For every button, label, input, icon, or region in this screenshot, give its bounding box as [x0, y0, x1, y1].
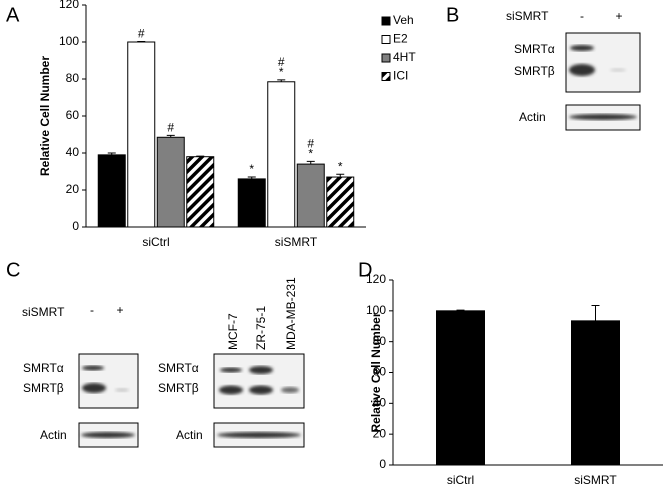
annotation: * — [249, 162, 254, 176]
y-tick-label: 0 — [72, 219, 79, 233]
y-tick-label: 60 — [373, 365, 387, 379]
legend-label: Veh — [393, 13, 414, 27]
blot — [565, 32, 641, 93]
y-tick-label: 80 — [373, 334, 387, 348]
band-label: SMRTα — [23, 361, 64, 375]
lane-label: ZR-75-1 — [254, 306, 268, 350]
y-axis-label: Relative Cell Number — [369, 312, 383, 432]
blot-b: siSMRT - + SMRTα SMRTβ Actin — [506, 9, 641, 131]
lane-label: MDA-MB-231 — [284, 277, 298, 350]
bar — [237, 178, 266, 228]
annotation: # — [167, 121, 174, 135]
legend-label: 4HT — [393, 50, 416, 64]
band — [570, 45, 594, 51]
bar — [127, 41, 156, 228]
legend-swatch — [381, 72, 391, 81]
bar — [156, 136, 185, 228]
band — [249, 385, 273, 395]
error-bar — [196, 155, 205, 157]
x-tick-label: siCtrl — [447, 473, 474, 486]
blot-c-left: siSMRT - + SMRTα SMRTβ Actin — [22, 303, 139, 448]
panel-label: C — [6, 259, 20, 281]
blot — [213, 353, 305, 409]
y-tick-label: 100 — [366, 303, 386, 317]
band — [82, 383, 106, 393]
treatment-label: siSMRT — [22, 305, 65, 319]
lane-label: - — [90, 303, 94, 317]
lane-label: - — [580, 9, 584, 23]
error-bar — [166, 134, 175, 138]
loading-label: Actin — [176, 428, 203, 442]
band-label: SMRTα — [158, 361, 199, 375]
error-bar — [277, 79, 286, 82]
lane-label: MCF-7 — [226, 313, 240, 350]
annotation: * — [308, 146, 313, 160]
band — [220, 367, 242, 373]
blot-c-right: MCF-7 ZR-75-1 MDA-MB-231 SMRTα SMRTβ Act… — [158, 277, 305, 448]
y-tick-label: 120 — [59, 0, 79, 11]
band — [217, 432, 301, 438]
bar — [267, 81, 296, 228]
annotation: # — [307, 136, 314, 150]
panel-label: A — [6, 4, 20, 26]
y-tick-label: 20 — [66, 182, 80, 196]
lane-label: + — [116, 303, 123, 317]
band-label: SMRTβ — [23, 381, 64, 395]
bar — [186, 156, 215, 228]
y-tick-label: 60 — [66, 108, 80, 122]
x-tick-label: siSMRT — [574, 473, 617, 486]
x-tick-label: siSMRT — [275, 235, 318, 249]
band — [281, 387, 299, 393]
error-bar — [456, 309, 465, 311]
annotation: # — [138, 27, 145, 41]
band — [81, 432, 135, 438]
panel-label: B — [446, 4, 459, 26]
error-bar — [137, 40, 146, 42]
y-tick-label: 80 — [66, 71, 80, 85]
legend-swatch — [381, 35, 391, 44]
treatment-label: siSMRT — [506, 9, 549, 23]
error-bar — [591, 304, 600, 321]
lane-label: + — [615, 9, 622, 23]
band — [610, 68, 626, 72]
bar — [97, 154, 126, 228]
y-tick-label: 40 — [373, 396, 387, 410]
band-label: SMRTα — [514, 42, 555, 56]
loading-label: Actin — [519, 110, 546, 124]
y-tick-label: 40 — [66, 145, 80, 159]
annotation: * — [338, 159, 343, 173]
annotation: # — [278, 55, 285, 69]
band — [82, 365, 104, 371]
y-axis-label: Relative Cell Number — [38, 56, 52, 176]
bar — [326, 176, 355, 228]
error-bar — [306, 160, 315, 165]
band — [249, 366, 273, 374]
band — [569, 114, 637, 120]
y-tick-label: 120 — [366, 272, 386, 286]
annotation: * — [279, 65, 284, 79]
band-label: SMRTβ — [514, 64, 555, 78]
panel-label: D — [358, 259, 372, 281]
legend-label: ICI — [393, 69, 408, 83]
error-bar — [336, 173, 345, 178]
loading-label: Actin — [40, 428, 67, 442]
band-label: SMRTβ — [158, 381, 199, 395]
legend-label: E2 — [393, 32, 408, 46]
error-bar — [247, 176, 256, 179]
legend-swatch — [381, 53, 391, 63]
y-tick-label: 20 — [373, 426, 387, 440]
band — [115, 388, 129, 392]
bar — [296, 163, 325, 228]
band — [219, 385, 243, 395]
error-bar — [107, 152, 116, 155]
bar — [436, 310, 485, 466]
x-tick-label: siCtrl — [142, 235, 169, 249]
legend-swatch — [381, 16, 391, 26]
band — [569, 64, 595, 76]
bar — [571, 320, 620, 466]
y-tick-label: 0 — [379, 457, 386, 471]
y-tick-label: 100 — [59, 34, 79, 48]
blot — [78, 353, 139, 409]
